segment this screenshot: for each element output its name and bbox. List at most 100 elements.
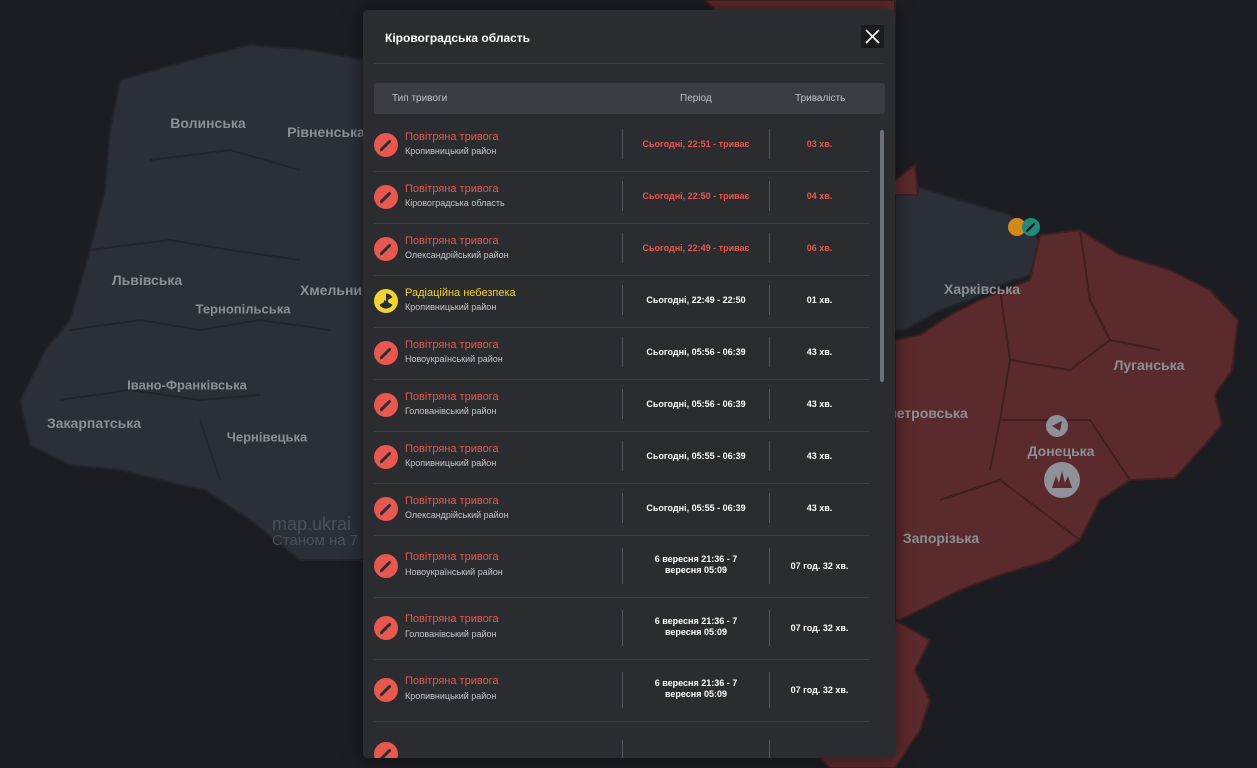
modal-header: Кіровоградська область bbox=[374, 10, 884, 64]
rocket-icon bbox=[374, 185, 398, 209]
alert-duration: 43 хв. bbox=[806, 347, 833, 357]
alert-period: Сьогодні, 05:56 - 06:39 bbox=[623, 347, 769, 358]
region-label-luhanska: Луганська bbox=[1113, 357, 1185, 373]
period-text: Сьогодні, 05:55 - 06:39 bbox=[646, 503, 746, 513]
close-icon bbox=[865, 29, 880, 44]
alert-history-row: Повітряна тривога Голованівський район Сьо… bbox=[374, 380, 869, 432]
alert-area: Новоукраїнський район bbox=[405, 567, 503, 577]
column-divider bbox=[769, 548, 770, 584]
alert-type: Повітряна тривога bbox=[405, 339, 499, 351]
region-label-chernivetska: Чернівецька bbox=[226, 429, 308, 445]
period-line: 6 вересня 21:36 - 7 bbox=[654, 678, 738, 688]
rocket-icon bbox=[374, 678, 398, 702]
radiation-icon bbox=[374, 289, 398, 313]
map-region-kharkiv[interactable] bbox=[894, 178, 1042, 331]
alert-history-row-partial bbox=[374, 722, 869, 758]
period-line: вересня 05:09 bbox=[664, 627, 727, 637]
map-watermark-date: Станом на 7 bbox=[272, 532, 359, 549]
alert-period: 6 вересня 21:36 - 7 вересня 05:09 bbox=[623, 554, 769, 576]
drone-marker-icon[interactable] bbox=[1046, 415, 1068, 437]
period-line: 6 вересня 21:36 - 7 bbox=[654, 554, 738, 564]
column-header-duration: Тривалість bbox=[795, 93, 846, 104]
alert-period: 6 вересня 21:36 - 7 вересня 05:09 bbox=[623, 678, 769, 700]
period-text: Сьогодні, 05:55 - 06:39 bbox=[646, 451, 746, 461]
period-text: Сьогодні, 22:51 - триває bbox=[642, 139, 750, 149]
rocket-icon bbox=[374, 133, 398, 157]
rocket-icon bbox=[374, 237, 398, 261]
alert-history-row: Повітряна тривога Кропивницький район Сьог… bbox=[374, 432, 869, 484]
column-divider bbox=[769, 493, 770, 523]
column-divider bbox=[769, 233, 770, 263]
column-divider bbox=[622, 337, 623, 367]
rocket-icon bbox=[374, 393, 398, 417]
alert-duration: 07 год. 32 хв. bbox=[790, 623, 849, 633]
scrollbar[interactable] bbox=[880, 130, 884, 382]
period-text: Сьогодні, 05:56 - 06:39 bbox=[646, 399, 746, 409]
period-line: вересня 05:09 bbox=[664, 689, 727, 699]
alert-duration: 04 хв. bbox=[806, 191, 833, 201]
column-divider bbox=[769, 441, 770, 471]
alert-duration: 43 хв. bbox=[806, 503, 833, 513]
alert-history-row: Повітряна тривога Олександрійський район С… bbox=[374, 224, 869, 276]
alert-period: Сьогодні, 05:55 - 06:39 bbox=[623, 451, 769, 462]
alert-duration: 03 хв. bbox=[806, 139, 833, 149]
alert-duration: 07 год. 32 хв. bbox=[790, 685, 849, 695]
map-watermark-title: map.ukrai bbox=[272, 514, 352, 534]
alert-period: Сьогодні, 22:49 - 22:50 bbox=[623, 295, 769, 306]
alert-type: Повітряна тривога bbox=[405, 235, 499, 247]
alert-type: Повітряна тривога bbox=[405, 443, 499, 455]
column-divider bbox=[622, 548, 623, 584]
rocket-icon bbox=[374, 497, 398, 521]
column-divider bbox=[622, 389, 623, 419]
alert-type: Повітряна тривога bbox=[405, 675, 499, 687]
column-divider bbox=[769, 740, 770, 758]
table-header: Тип тривоги Період Тривалість bbox=[374, 83, 885, 114]
alert-period: 6 вересня 21:36 - 7 вересня 05:09 bbox=[623, 616, 769, 638]
region-label-lvivska: Львівська bbox=[111, 272, 183, 288]
column-divider bbox=[769, 285, 770, 315]
artillery-marker-icon[interactable] bbox=[1008, 218, 1026, 236]
alert-type: Повітряна тривога bbox=[405, 131, 499, 143]
period-text: Сьогодні, 05:56 - 06:39 bbox=[646, 347, 746, 357]
period-text: Сьогодні, 22:49 - 22:50 bbox=[646, 295, 746, 305]
column-divider bbox=[769, 672, 770, 708]
alert-type: Повітряна тривога bbox=[405, 391, 499, 403]
alert-period: Сьогодні, 22:51 - триває bbox=[623, 139, 769, 150]
alert-area: Олександрійський район bbox=[405, 510, 509, 520]
modal-title: Кіровоградська область bbox=[385, 31, 531, 45]
alert-period: Сьогодні, 05:55 - 06:39 bbox=[623, 503, 769, 514]
alert-history-list[interactable]: Повітряна тривога Кропивницький район Сьог… bbox=[374, 120, 869, 758]
region-label-zaporizka: Запорізька bbox=[902, 530, 980, 546]
rocket-marker-icon[interactable] bbox=[1022, 218, 1040, 236]
region-label-ternopilska: Тернопільська bbox=[195, 301, 291, 317]
column-header-period: Період bbox=[680, 93, 712, 104]
alert-area: Олександрійський район bbox=[405, 250, 509, 260]
alert-duration: 43 хв. bbox=[806, 399, 833, 409]
column-divider bbox=[622, 441, 623, 471]
rocket-icon bbox=[374, 445, 398, 469]
region-label-kharkivska: Харківська bbox=[943, 281, 1021, 297]
alert-history-row: Радіаційна небезпека Кропивницький район С… bbox=[374, 276, 869, 328]
alert-history-row: Повітряна тривога Олександрійський район С… bbox=[374, 484, 869, 536]
map-region-west[interactable] bbox=[18, 43, 366, 561]
alert-type: Повітряна тривога bbox=[405, 183, 499, 195]
explosion-marker-icon[interactable] bbox=[1044, 462, 1080, 498]
column-divider bbox=[622, 285, 623, 315]
close-button[interactable] bbox=[861, 25, 884, 48]
rocket-icon bbox=[374, 341, 398, 365]
region-label-rivnenska: Рівненська bbox=[287, 124, 365, 140]
alert-history-row: Повітряна тривога Кіровоградська область С… bbox=[374, 172, 869, 224]
period-text: Сьогодні, 22:49 - триває bbox=[642, 243, 750, 253]
alert-history-row: Повітряна тривога Кропивницький район Сьог… bbox=[374, 120, 869, 172]
column-divider bbox=[622, 740, 623, 758]
period-text: Сьогодні, 22:50 - триває bbox=[642, 191, 750, 201]
alert-area: Кропивницький район bbox=[405, 691, 497, 701]
column-divider bbox=[769, 337, 770, 367]
column-divider bbox=[769, 610, 770, 646]
alert-area: Кіровоградська область bbox=[405, 198, 505, 208]
alert-area: Кропивницький район bbox=[405, 146, 497, 156]
alert-history-row: Повітряна тривога Новоукраїнський район Сь… bbox=[374, 328, 869, 380]
region-label-zakarpatska: Закарпатська bbox=[46, 415, 142, 431]
alert-area: Голованівський район bbox=[405, 406, 497, 416]
period-line: вересня 05:09 bbox=[664, 565, 727, 575]
